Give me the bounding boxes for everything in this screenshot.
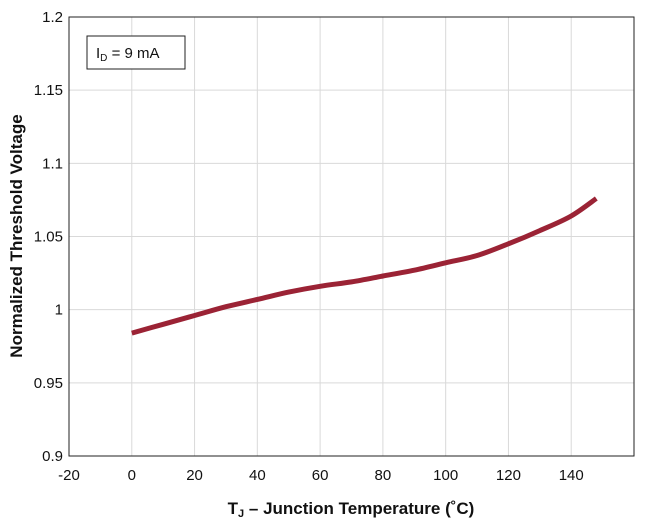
y-tick-label: 0.9 (42, 448, 63, 465)
y-tick-labels: 0.9 0.95 1 1.05 1.1 1.15 1.2 (34, 9, 63, 465)
y-tick-label: 0.95 (34, 375, 63, 392)
x-tick-label: 20 (186, 467, 203, 484)
x-axis-title-sub: J (238, 508, 244, 520)
x-axis-title-rest: – Junction Temperature (˚C) (244, 499, 474, 518)
x-tick-label: 120 (496, 467, 521, 484)
y-tick-label: 1.05 (34, 229, 63, 246)
y-tick-label: 1.1 (42, 155, 63, 172)
series-group (131, 196, 598, 336)
x-tick-label: 100 (433, 467, 458, 484)
x-tick-label: -20 (58, 467, 80, 484)
grid (68, 16, 634, 457)
y-tick-label: 1.15 (34, 82, 63, 99)
annotation-sub: D (100, 53, 107, 64)
annotation-rest: = 9 mA (107, 45, 159, 62)
x-axis-title: TJ – Junction Temperature (˚C) (228, 499, 475, 520)
x-tick-label: 140 (559, 467, 584, 484)
y-tick-label: 1 (55, 302, 63, 319)
series-line (131, 196, 598, 336)
plot-frame (68, 16, 635, 457)
x-tick-labels: -20 0 20 40 60 80 100 120 140 (58, 467, 584, 484)
x-axis-title-main: T (228, 499, 239, 518)
x-tick-label: 0 (128, 467, 136, 484)
annotation-box: ID = 9 mA (86, 35, 186, 70)
annotation-text: ID = 9 mA (96, 45, 160, 64)
annotation-main: I (96, 45, 100, 62)
x-tick-label: 40 (249, 467, 266, 484)
y-tick-label: 1.2 (42, 9, 63, 26)
y-axis-title: Normalized Threshold Voltage (7, 114, 26, 357)
x-tick-label: 60 (312, 467, 329, 484)
x-tick-label: 80 (375, 467, 392, 484)
annotation-frame (86, 35, 186, 70)
